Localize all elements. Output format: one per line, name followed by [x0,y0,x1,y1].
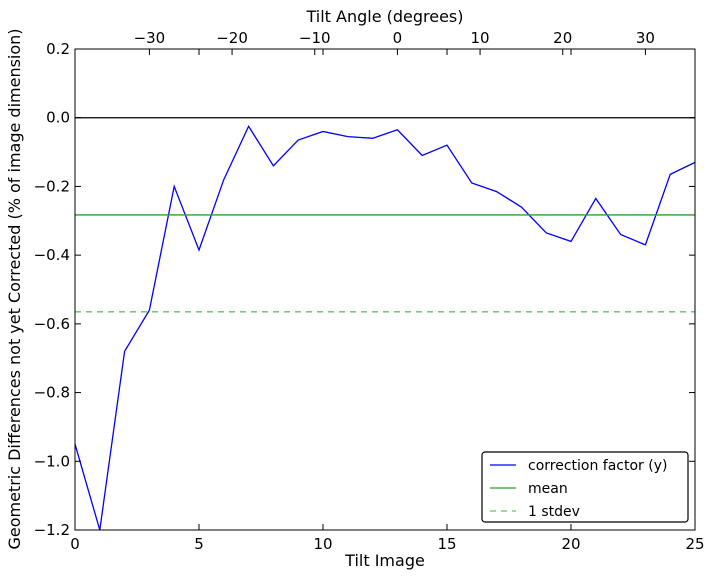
top-axis-label: Tilt Angle (degrees) [305,7,463,26]
top-x-tick-label: −20 [216,29,248,47]
y-tick-label: 0.0 [46,109,70,127]
top-x-tick-label: 30 [636,29,655,47]
x-tick-label: 25 [685,535,704,553]
x-tick-label: 10 [313,535,332,553]
y-tick-label: −0.8 [34,384,70,402]
y-tick-label: −0.4 [34,246,70,264]
y-tick-label: −0.6 [34,315,70,333]
top-axis-ticks: −30 −20 −10 0 10 20 30 [134,29,655,55]
y-tick-label: −0.2 [34,177,70,195]
plot-area [75,49,695,530]
legend-label-1: mean [528,481,568,497]
legend-box [481,451,689,523]
y-axis-label: Geometric Differences not yet Corrected … [5,28,24,549]
y-axis-ticks: 0.2 0.0 −0.2 −0.4 −0.6 −0.8 −1.0 −1.2 [34,40,695,539]
legend-label-0: correction factor (y) [528,458,667,474]
y-tick-label: 0.2 [46,40,70,58]
x-tick-label: 0 [70,535,80,553]
y-tick-label: −1.0 [34,452,70,470]
plot-frame [74,48,696,531]
top-x-tick-label: −30 [134,29,166,47]
y-tick-label: −1.2 [34,521,70,539]
top-x-tick-label: 0 [393,29,403,47]
top-x-tick-label: 20 [553,29,572,47]
legend-label-2: 1 stdev [528,504,580,520]
series-lines [75,124,695,530]
top-x-tick-label: −10 [299,29,331,47]
top-x-tick-label: 10 [471,29,490,47]
x-tick-label: 5 [194,535,204,553]
x-axis-label: Tilt Image [344,551,425,570]
x-tick-label: 20 [561,535,580,553]
x-axis-ticks: 0 5 10 15 20 25 [70,49,705,553]
series-line-0 [75,124,695,530]
x-tick-label: 15 [437,535,456,553]
legend: correction factor (y) mean 1 stdev [481,451,689,523]
